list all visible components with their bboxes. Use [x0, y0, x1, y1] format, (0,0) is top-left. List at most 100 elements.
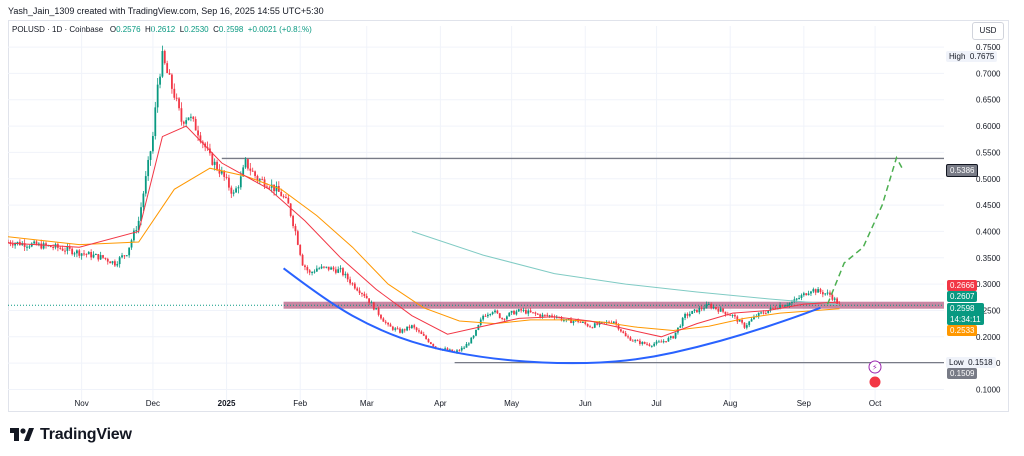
time-tick-label: Oct — [869, 399, 882, 408]
chart-frame — [8, 20, 1009, 412]
time-tick-label: Aug — [723, 399, 737, 408]
candle-body — [92, 254, 95, 258]
candle-body — [764, 313, 767, 315]
candle-body — [154, 107, 157, 137]
candle-body — [123, 255, 126, 257]
candle-body — [498, 313, 501, 319]
candle-body — [114, 261, 116, 266]
candle-body — [256, 175, 259, 181]
candle-body — [275, 185, 278, 192]
candle-body — [672, 336, 675, 339]
candle-body — [760, 312, 762, 314]
candle-body — [731, 314, 734, 316]
candle-body — [247, 159, 249, 169]
candle-body — [463, 347, 466, 349]
candle-body — [394, 328, 397, 330]
us-flag-event-icon[interactable] — [868, 375, 882, 389]
candle-body — [772, 307, 774, 309]
price-axis[interactable]: 0.7500 0.7000 0.6500 0.6000 0.5500 0.5000 0.45… — [976, 43, 1001, 394]
candle-body — [365, 295, 368, 299]
candle-body — [686, 313, 689, 316]
price-tick-label: 0.4500 — [976, 201, 1001, 210]
time-tick-label: Apr — [434, 399, 447, 408]
candle-body — [434, 346, 437, 348]
candle-body — [734, 314, 736, 317]
candle-body — [696, 309, 698, 313]
candle-body — [520, 309, 523, 311]
candle-body — [422, 333, 425, 336]
candle-body — [161, 51, 164, 77]
candle-body — [168, 73, 171, 75]
candle-body — [710, 304, 713, 308]
candle-body — [467, 343, 470, 345]
time-axis[interactable]: Nov Dec 2025 Feb Mar Apr May Jun Jul Aug Sep Oct — [75, 399, 883, 408]
candle-body — [693, 309, 696, 311]
candle-body — [37, 243, 40, 245]
lightning-icon: ⚡ — [872, 363, 878, 372]
candle-body — [382, 318, 385, 322]
candle-body — [482, 315, 485, 320]
candle-body — [427, 339, 430, 343]
candle-body — [781, 305, 784, 307]
candle-body — [14, 243, 17, 246]
event-icons[interactable]: ⚡ — [868, 360, 882, 389]
symbol-legend[interactable]: POLUSD · 1D · Coinbase O0.2576 H0.2612 L… — [12, 25, 312, 34]
time-tick-label: Sep — [797, 399, 812, 408]
candle-body — [408, 326, 411, 329]
candle-body — [551, 315, 553, 317]
time-tick-label: Feb — [293, 399, 307, 408]
candle-body — [220, 170, 223, 174]
candle-body — [712, 307, 715, 309]
candle-body — [180, 108, 183, 122]
candle-body — [620, 329, 622, 332]
candle-body — [501, 318, 504, 320]
candle-body — [30, 243, 33, 247]
candle-body — [546, 314, 549, 316]
candle-body — [829, 292, 831, 295]
candle-body — [717, 308, 720, 312]
support-zone — [283, 301, 944, 309]
candle-body — [23, 243, 26, 247]
candle-body — [218, 169, 221, 174]
candle-body — [429, 342, 432, 345]
candle-body — [147, 159, 150, 177]
candle-body — [35, 241, 38, 245]
candle-body — [213, 161, 216, 165]
candle-body — [669, 336, 672, 338]
candle-body — [631, 340, 634, 342]
candle-body — [688, 313, 691, 316]
candle-body — [451, 349, 454, 352]
candle-body — [68, 246, 71, 249]
candle-body — [268, 187, 271, 189]
currency-button[interactable]: USD — [972, 22, 1004, 40]
candle-body — [342, 268, 344, 276]
candle-body — [111, 261, 114, 264]
candle-body — [171, 74, 173, 89]
candle-body — [831, 294, 834, 300]
candle-body — [308, 270, 311, 273]
low-label-tag: Low 0.1518 — [946, 357, 996, 368]
price-chart[interactable]: 0.7500 0.7000 0.6500 0.6000 0.5500 0.5000 0.45… — [8, 20, 1009, 412]
candle-body — [346, 273, 349, 280]
candle-body — [199, 135, 202, 142]
tradingview-logo[interactable]: TradingView — [10, 426, 132, 444]
level-price-tag: 0.5386 — [946, 164, 979, 177]
candle-body — [163, 51, 166, 64]
candle-body — [135, 230, 138, 232]
candle-body — [615, 321, 618, 325]
candle-body — [102, 255, 104, 258]
candle-body — [567, 318, 570, 320]
candle-body — [418, 330, 420, 332]
candle-body — [64, 250, 66, 252]
candle-body — [406, 326, 409, 331]
flash-event-icon[interactable] — [868, 360, 882, 374]
candle-body — [753, 316, 755, 320]
candle-body — [814, 289, 817, 293]
candle-body — [555, 317, 558, 319]
candle-body — [819, 289, 822, 293]
candle-body — [534, 312, 537, 314]
candle-body — [149, 151, 152, 160]
candle-body — [705, 304, 708, 309]
candle-body — [662, 341, 665, 343]
candle-body — [368, 298, 370, 303]
